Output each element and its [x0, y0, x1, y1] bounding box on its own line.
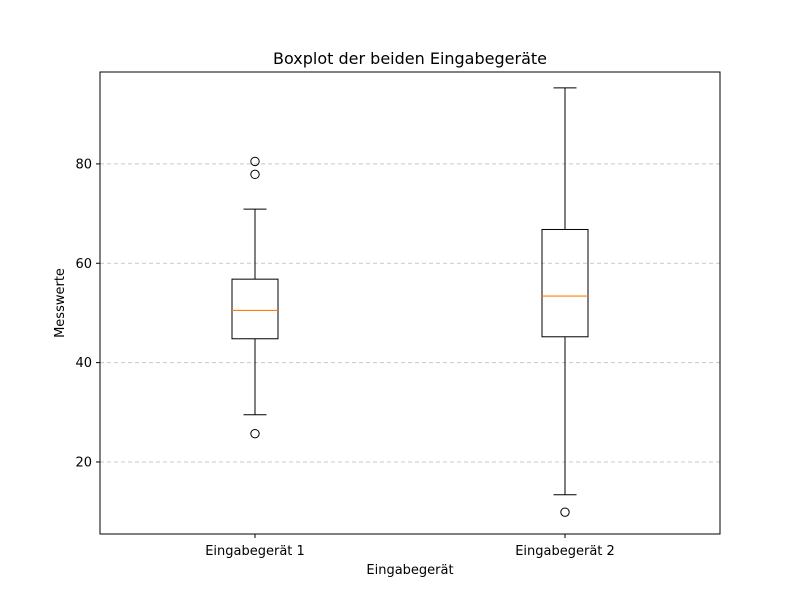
- box-group-1: [231, 156, 279, 439]
- x-axis-label: Eingabegerät: [366, 563, 453, 578]
- y-tick-label-20: 20: [75, 455, 92, 470]
- iqr-box: [231, 278, 279, 340]
- box-elements: [231, 87, 589, 517]
- y-tick-label-40: 40: [75, 356, 92, 371]
- iqr-box: [541, 228, 589, 338]
- y-axis-ticks: 20 40 60 80: [75, 157, 100, 470]
- x-axis-ticks: Eingabegerät 1 Eingabegerät 2: [205, 534, 615, 559]
- box-group-2: [541, 87, 589, 517]
- y-tick-label-80: 80: [75, 157, 92, 172]
- grid-lines: [100, 163, 720, 463]
- y-axis-label: Messwerte: [53, 268, 68, 338]
- outlier-point: [250, 169, 260, 180]
- y-tick-label-60: 60: [75, 257, 92, 272]
- plot-frame: [99, 71, 721, 535]
- outlier-point: [560, 507, 570, 517]
- outlier-point: [250, 428, 260, 439]
- outlier-point: [250, 156, 260, 167]
- chart-title: Boxplot der beiden Eingabegeräte: [273, 49, 547, 68]
- x-tick-label-1: Eingabegerät 1: [205, 544, 305, 559]
- x-tick-label-2: Eingabegerät 2: [515, 544, 615, 559]
